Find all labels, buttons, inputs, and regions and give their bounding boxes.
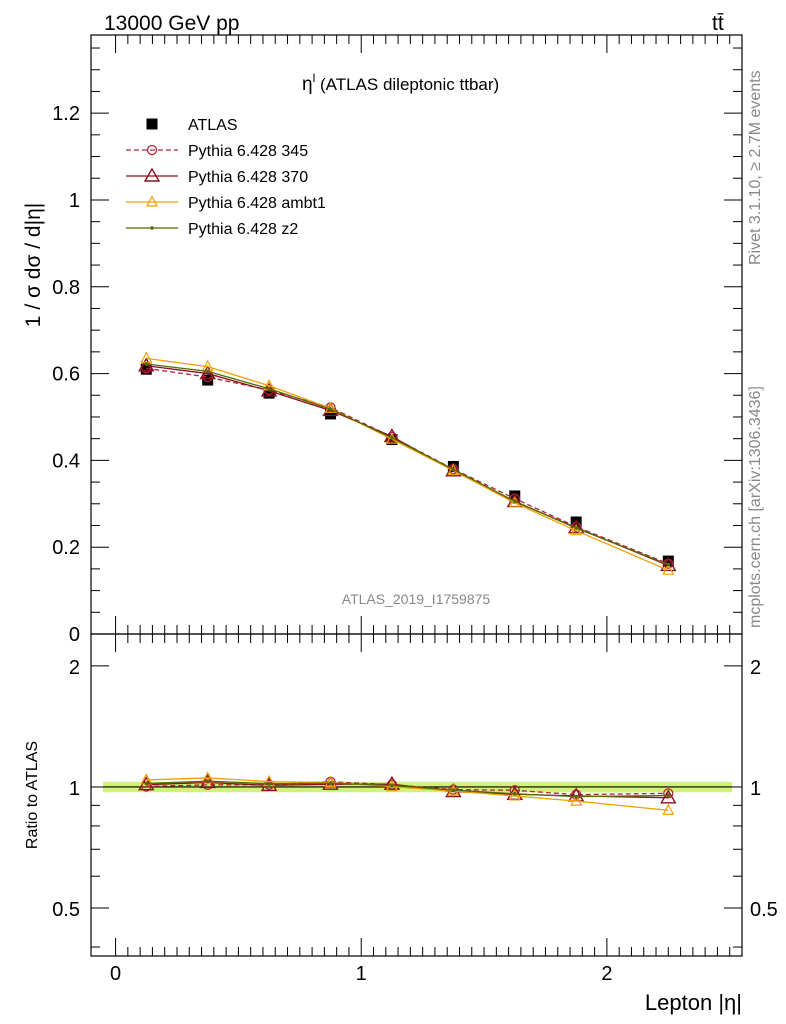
ratio-y-tick-label-right: 1 (750, 778, 761, 800)
series-atlas (140, 363, 674, 567)
data-point (574, 526, 578, 530)
y-tick-label: 0 (69, 624, 80, 646)
ratio-panel: Ratio to ATLAS 0.5 0.5 1 1 2 2 (24, 633, 778, 957)
legend-label: ATLAS (188, 117, 238, 134)
energy-label: 13000 GeV pp (104, 12, 239, 35)
y-tick-label: 1.2 (52, 103, 80, 125)
data-point (146, 144, 158, 156)
data-point (512, 499, 517, 503)
data-point (328, 407, 333, 411)
data-point (574, 794, 578, 799)
data-point (390, 783, 394, 788)
legend-label: Pythia 6.428 345 (188, 143, 308, 160)
x-tick-label: 2 (601, 963, 612, 985)
y-tick-label: 0.8 (52, 277, 80, 299)
legend-entry-atlas: ATLAS (146, 117, 238, 134)
data-point (267, 386, 271, 391)
data-point (451, 788, 456, 792)
data-point (383, 775, 401, 790)
y-tick-label: 0.4 (52, 450, 80, 472)
ratio-y-tick-label: 2 (69, 657, 80, 679)
data-point (202, 374, 214, 386)
ratio-frame (90, 633, 743, 957)
series-line-ambt1 (146, 357, 669, 571)
data-point (512, 791, 517, 796)
data-point (146, 118, 158, 130)
data-point (328, 781, 333, 785)
data-point (324, 401, 337, 413)
legend-label: Pythia 6.428 ambt1 (188, 195, 326, 212)
data-point (325, 408, 337, 420)
plot-title: ηl (ATLAS dileptonic ttbar) (302, 71, 499, 95)
data-point (447, 463, 460, 475)
y-tick-label: 1 (69, 190, 80, 212)
data-point (324, 775, 337, 788)
data-point (666, 562, 671, 567)
data-point (662, 563, 675, 575)
series-line-p370 (146, 365, 669, 567)
data-point (570, 794, 583, 806)
data-point (663, 788, 674, 799)
data-point (447, 460, 459, 472)
data-point (144, 362, 149, 366)
data-point (445, 462, 462, 477)
data-point (263, 387, 275, 399)
analysis-watermark: ATLAS_2019_I1759875 (342, 591, 491, 607)
legend-label: Pythia 6.428 z2 (188, 221, 298, 238)
data-point (150, 226, 154, 230)
y-axis-label: 1 / σ dσ / d|η| (22, 203, 45, 327)
data-point (143, 167, 161, 182)
ratio-series-z2 (144, 779, 671, 799)
main-panel: ηl (ATLAS dileptonic ttbar) 1 / σ dσ / d… (22, 34, 743, 646)
data-point (660, 789, 677, 804)
ratio-y-tick-label-right: 0.5 (750, 899, 778, 921)
ratio-series-ambt1 (140, 771, 675, 815)
series-z2 (144, 362, 671, 567)
data-point (140, 363, 152, 375)
x-tick-label: 1 (356, 963, 367, 985)
legend-entry-p370: Pythia 6.428 370 (126, 167, 308, 186)
series-line-z2 (146, 363, 669, 566)
legend-entry-p345: Pythia 6.428 345 (126, 143, 308, 160)
data-point (390, 436, 394, 440)
data-point (662, 555, 674, 567)
mcplots-label: mcplots.cern.ch [arXiv:1306.3436] (747, 386, 764, 628)
legend-entry-z2: Pythia 6.428 z2 (126, 221, 298, 238)
ratio-line-p345 (146, 781, 669, 796)
series-ambt1 (140, 351, 675, 575)
x-tick-label: 0 (110, 963, 121, 985)
data-point (666, 793, 671, 798)
legend-entry-ambt1: Pythia 6.428 ambt1 (126, 195, 326, 212)
y-tick-label: 0.6 (52, 364, 80, 386)
series-line-p345 (146, 367, 669, 565)
ratio-y-tick-label-right: 2 (750, 657, 761, 679)
y-tick-label: 0.2 (52, 537, 80, 559)
data-point (660, 557, 677, 572)
data-point (205, 369, 210, 374)
ratio-y-axis-label: Ratio to ATLAS (24, 741, 41, 849)
ratio-y-tick-label: 0.5 (52, 899, 80, 921)
data-point (662, 803, 675, 815)
ratio-y-tick-label: 1 (69, 778, 80, 800)
data-point (144, 781, 149, 786)
data-point (451, 467, 456, 472)
data-point (267, 782, 271, 786)
data-point (508, 789, 521, 801)
legend: ATLAS Pythia 6.428 345 Pythia 6.428 370 Pyt… (126, 117, 326, 238)
data-point (570, 523, 583, 536)
data-point (146, 195, 158, 207)
rivet-version-label: Rivet 3.1.10, ≥ 2.7M events (747, 70, 764, 265)
data-point (205, 779, 210, 783)
legend-label: Pythia 6.428 370 (188, 169, 308, 186)
process-label: tt̄ (712, 12, 724, 35)
data-point (385, 432, 398, 444)
x-axis-label: Lepton |η| (645, 990, 742, 1015)
